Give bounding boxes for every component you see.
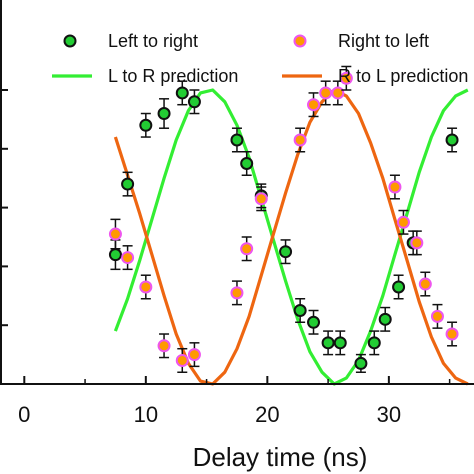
data-point	[175, 80, 189, 106]
data-point	[392, 274, 406, 300]
marker-1	[307, 315, 321, 329]
marker-1	[121, 177, 135, 191]
data-point	[187, 342, 201, 368]
data-point	[139, 112, 153, 138]
legend-item: Right to left	[293, 31, 429, 51]
marker-2	[139, 280, 153, 294]
data-point	[319, 80, 333, 106]
marker-1	[378, 312, 392, 326]
data-point	[293, 297, 307, 324]
marker-1	[108, 248, 122, 262]
data-point	[240, 150, 254, 177]
marker-1	[354, 356, 368, 370]
data-point	[230, 127, 244, 153]
marker-2	[254, 192, 268, 206]
data-point	[121, 171, 135, 197]
x-tick-label: 30	[377, 402, 401, 427]
data-point	[445, 127, 459, 153]
marker-1	[230, 133, 244, 147]
marker-2	[230, 286, 244, 300]
data-point	[388, 174, 402, 200]
data-point	[410, 230, 424, 256]
marker-2	[293, 133, 307, 147]
data-point	[418, 271, 432, 297]
data-point	[187, 89, 201, 115]
marker-2	[108, 227, 122, 241]
marker-2	[331, 86, 345, 100]
legend-label: Left to right	[108, 31, 198, 51]
axes: 0 10 20 30	[0, 0, 474, 427]
marker-1	[293, 304, 307, 317]
marker-1	[175, 86, 189, 100]
data-point	[321, 330, 335, 356]
marker-2	[319, 86, 333, 100]
data-point	[354, 353, 368, 373]
data-point	[157, 333, 171, 359]
legend: Left to right Right to left L to R predict…	[52, 31, 468, 86]
marker-1	[187, 95, 201, 109]
marker-1	[445, 133, 459, 147]
marker-2	[445, 327, 459, 341]
marker-1	[321, 336, 335, 350]
marker-2	[157, 339, 171, 353]
marker-2	[339, 71, 353, 85]
data-point	[445, 321, 459, 347]
marker-2	[307, 98, 321, 112]
plot-area	[108, 65, 469, 386]
data-point	[175, 347, 189, 373]
data-point	[378, 306, 392, 332]
legend-marker	[63, 34, 77, 48]
x-tick-label: 20	[255, 402, 279, 427]
marker-2	[121, 251, 135, 265]
data-point	[293, 127, 307, 153]
series-line-1	[113, 88, 469, 386]
marker-2	[175, 353, 189, 367]
data-point	[139, 274, 153, 300]
marker-2	[430, 309, 444, 323]
data-point	[430, 303, 444, 329]
data-point	[108, 218, 122, 250]
marker-2	[240, 242, 254, 256]
legend-item: Left to right	[63, 31, 198, 51]
legend-label: Right to left	[338, 31, 429, 51]
legend-marker	[293, 34, 307, 48]
x-tick-label: 10	[134, 402, 158, 427]
marker-2	[396, 215, 410, 229]
legend-label: L to R prediction	[108, 66, 238, 86]
marker-2	[187, 348, 201, 362]
marker-2	[388, 180, 402, 194]
data-point	[240, 236, 254, 262]
data-point	[254, 186, 268, 212]
series-line-2	[113, 88, 469, 386]
data-point	[279, 239, 293, 265]
marker-1	[157, 107, 171, 121]
legend-item: L to R prediction	[52, 66, 238, 86]
data-point	[333, 330, 347, 356]
legend-label: R to L prediction	[338, 66, 468, 86]
marker-1	[139, 118, 153, 132]
x-axis-label: Delay time (ns)	[193, 442, 368, 472]
data-point	[339, 65, 353, 91]
data-point	[307, 309, 321, 335]
data-point	[121, 245, 135, 271]
data-point	[157, 98, 171, 129]
marker-1	[240, 157, 254, 170]
data-point	[307, 92, 321, 118]
marker-2	[410, 236, 424, 250]
marker-1	[279, 245, 293, 259]
marker-1	[367, 336, 381, 350]
data-point	[396, 209, 410, 235]
data-point	[367, 330, 381, 356]
marker-2	[418, 277, 432, 291]
marker-1	[333, 336, 347, 350]
x-tick-label: 0	[18, 402, 30, 427]
marker-1	[392, 280, 406, 294]
data-point	[230, 280, 244, 306]
legend-item: R to L prediction	[282, 66, 468, 86]
